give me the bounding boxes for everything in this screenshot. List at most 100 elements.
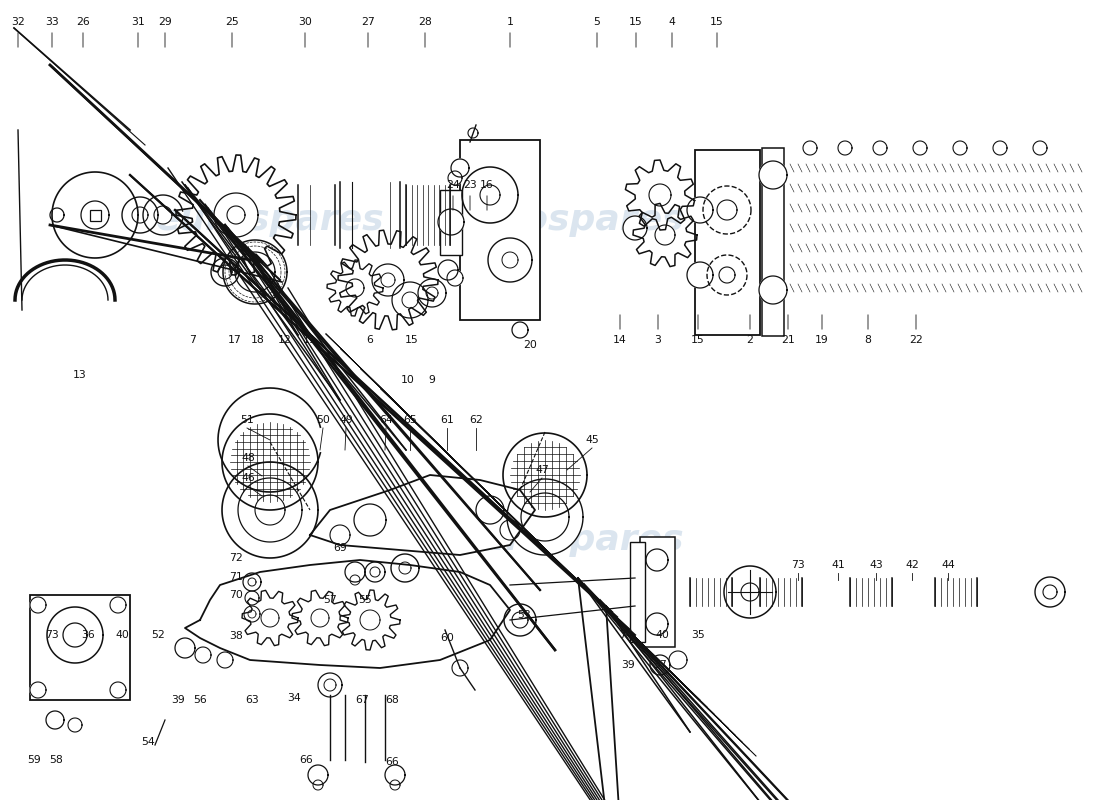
Text: 15: 15: [711, 17, 724, 27]
Polygon shape: [953, 141, 967, 155]
Polygon shape: [110, 597, 126, 613]
Text: 61: 61: [440, 415, 454, 425]
Polygon shape: [222, 462, 318, 558]
Text: 74: 74: [619, 630, 632, 640]
Text: 41: 41: [832, 560, 845, 570]
Polygon shape: [502, 252, 518, 268]
Text: 37: 37: [653, 660, 667, 670]
Polygon shape: [324, 679, 336, 691]
Text: 30: 30: [298, 17, 312, 27]
Polygon shape: [195, 647, 211, 663]
Text: 22: 22: [909, 335, 923, 345]
Text: 50: 50: [316, 415, 330, 425]
Polygon shape: [438, 209, 464, 235]
Text: 28: 28: [418, 17, 432, 27]
Polygon shape: [468, 128, 478, 138]
Polygon shape: [222, 414, 318, 510]
Text: 46: 46: [241, 473, 255, 483]
Polygon shape: [68, 718, 82, 732]
Polygon shape: [488, 238, 532, 282]
Polygon shape: [248, 610, 256, 618]
Polygon shape: [1035, 577, 1065, 607]
Text: 23: 23: [463, 180, 477, 190]
Polygon shape: [390, 554, 419, 582]
Polygon shape: [248, 578, 256, 586]
Polygon shape: [310, 475, 535, 555]
Polygon shape: [838, 141, 853, 155]
Text: 55: 55: [359, 595, 372, 605]
Text: 72: 72: [229, 553, 243, 563]
Text: 2: 2: [747, 335, 754, 345]
Polygon shape: [507, 479, 583, 555]
Polygon shape: [741, 583, 759, 601]
Polygon shape: [654, 225, 675, 245]
Text: 3: 3: [654, 335, 661, 345]
Polygon shape: [185, 560, 510, 668]
Text: 27: 27: [361, 17, 375, 27]
Polygon shape: [759, 161, 786, 189]
Polygon shape: [480, 185, 501, 205]
Polygon shape: [318, 673, 342, 697]
Text: 10: 10: [402, 375, 415, 385]
Text: 31: 31: [131, 17, 145, 27]
Text: 47: 47: [535, 465, 549, 475]
Text: 71: 71: [229, 572, 243, 582]
Text: 57: 57: [323, 595, 337, 605]
Text: 73: 73: [45, 630, 59, 640]
Text: 19: 19: [815, 335, 829, 345]
Polygon shape: [452, 660, 468, 676]
Text: 15: 15: [691, 335, 705, 345]
Text: 9: 9: [429, 375, 436, 385]
Text: 66: 66: [385, 757, 399, 767]
Polygon shape: [476, 496, 504, 524]
Bar: [89, 210, 100, 221]
Polygon shape: [217, 652, 233, 668]
Text: 58: 58: [50, 755, 63, 765]
Text: 15: 15: [405, 335, 419, 345]
Polygon shape: [218, 265, 232, 279]
Polygon shape: [512, 322, 528, 338]
Text: 6: 6: [366, 335, 373, 345]
Polygon shape: [1033, 141, 1047, 155]
Polygon shape: [724, 566, 776, 618]
Polygon shape: [365, 562, 385, 582]
Polygon shape: [385, 765, 405, 785]
Bar: [640, 537, 675, 647]
Polygon shape: [993, 141, 1007, 155]
Polygon shape: [372, 264, 404, 296]
Text: 7: 7: [189, 335, 197, 345]
Polygon shape: [314, 780, 323, 790]
Text: 60: 60: [440, 633, 454, 643]
Text: 44: 44: [942, 560, 955, 570]
Polygon shape: [503, 433, 587, 517]
Text: 16: 16: [480, 180, 494, 190]
Polygon shape: [30, 682, 46, 698]
Text: 59: 59: [28, 755, 41, 765]
Text: 32: 32: [11, 17, 25, 27]
Polygon shape: [211, 258, 239, 286]
Text: 39: 39: [172, 695, 185, 705]
Polygon shape: [646, 549, 668, 571]
Text: 35: 35: [691, 630, 705, 640]
Text: 13: 13: [73, 370, 87, 380]
Polygon shape: [392, 282, 428, 318]
Text: 64: 64: [379, 415, 393, 425]
Polygon shape: [504, 604, 536, 636]
Text: 18: 18: [251, 335, 265, 345]
Polygon shape: [30, 597, 46, 613]
Text: 21: 21: [781, 335, 795, 345]
Polygon shape: [227, 206, 245, 224]
Polygon shape: [521, 493, 569, 541]
Polygon shape: [426, 287, 438, 299]
Polygon shape: [759, 276, 786, 304]
Text: 20: 20: [524, 340, 537, 350]
Bar: [630, 542, 645, 642]
Text: 34: 34: [287, 693, 301, 703]
Text: 65: 65: [403, 415, 417, 425]
Polygon shape: [451, 159, 469, 177]
Text: 67: 67: [355, 695, 368, 705]
Polygon shape: [390, 780, 400, 790]
Polygon shape: [244, 606, 260, 622]
Text: 1: 1: [507, 17, 514, 27]
Bar: [440, 190, 462, 255]
